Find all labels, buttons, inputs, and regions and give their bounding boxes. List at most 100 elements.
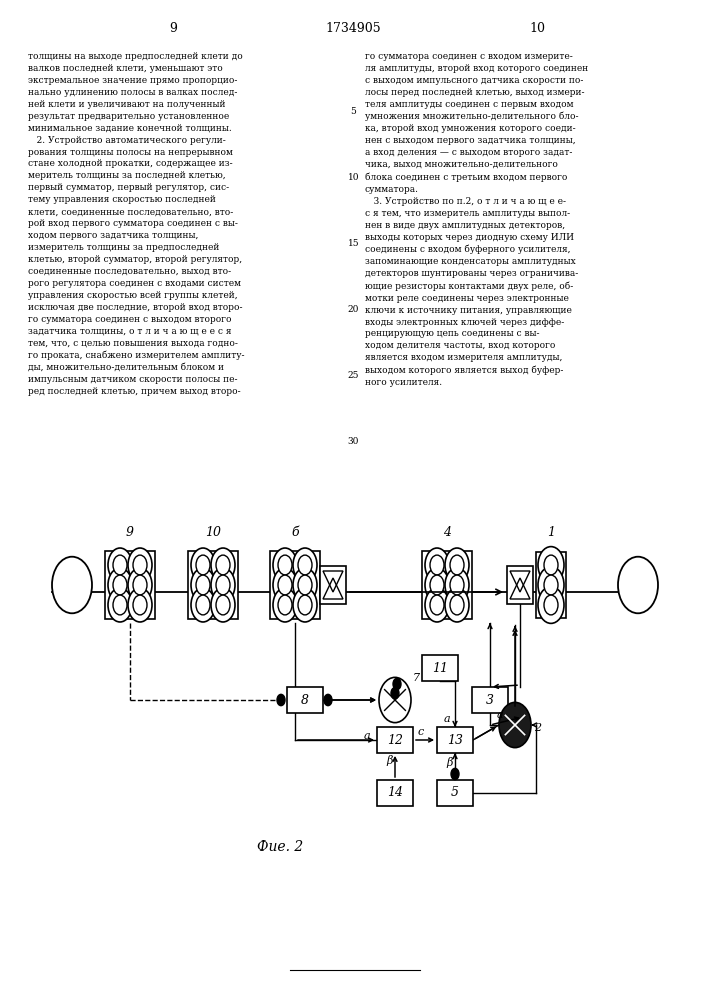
Circle shape [425, 548, 449, 582]
Text: 30: 30 [348, 438, 359, 446]
Bar [422, 551, 472, 619]
Bar [437, 727, 473, 753]
Circle shape [191, 568, 215, 602]
Circle shape [298, 555, 312, 575]
Text: Фие. 2: Фие. 2 [257, 840, 303, 854]
Text: a: a [497, 710, 503, 720]
Bar [377, 780, 413, 806]
Text: 9: 9 [169, 21, 177, 34]
Text: 1734905: 1734905 [326, 21, 381, 34]
Circle shape [52, 557, 92, 613]
Circle shape [108, 548, 132, 582]
Text: c: c [418, 727, 424, 737]
Bar [320, 566, 346, 604]
Circle shape [128, 568, 152, 602]
Bar [437, 780, 473, 806]
Circle shape [113, 575, 127, 595]
Circle shape [293, 568, 317, 602]
Circle shape [196, 575, 210, 595]
Text: 25: 25 [348, 371, 359, 380]
Text: a: a [363, 731, 370, 741]
Circle shape [450, 595, 464, 615]
Text: 4: 4 [443, 526, 451, 540]
Circle shape [450, 555, 464, 575]
Text: 5: 5 [451, 786, 459, 800]
Circle shape [191, 588, 215, 622]
Circle shape [425, 568, 449, 602]
Text: 20: 20 [348, 306, 359, 314]
Bar [270, 551, 320, 619]
Circle shape [425, 588, 449, 622]
Circle shape [113, 555, 127, 575]
Circle shape [133, 595, 147, 615]
Text: 10: 10 [205, 526, 221, 540]
Circle shape [430, 575, 444, 595]
Text: 14: 14 [387, 786, 403, 800]
Circle shape [108, 568, 132, 602]
Circle shape [196, 595, 210, 615]
Circle shape [538, 587, 564, 623]
Text: б: б [291, 526, 299, 540]
Text: 2: 2 [534, 723, 541, 733]
Text: 12: 12 [387, 734, 403, 746]
Circle shape [273, 588, 297, 622]
Circle shape [278, 595, 292, 615]
Circle shape [133, 575, 147, 595]
Circle shape [450, 575, 464, 595]
Circle shape [128, 548, 152, 582]
Circle shape [544, 575, 558, 595]
Circle shape [113, 595, 127, 615]
Circle shape [391, 688, 399, 699]
Circle shape [445, 548, 469, 582]
Circle shape [538, 567, 564, 603]
Bar [536, 552, 566, 618]
Circle shape [277, 694, 285, 706]
Circle shape [216, 575, 230, 595]
Circle shape [196, 555, 210, 575]
Circle shape [293, 588, 317, 622]
Text: го сумматора соединен с входом измерите-
ля амплитуды, второй вход которого соед: го сумматора соединен с входом измерите-… [365, 52, 588, 387]
Circle shape [278, 555, 292, 575]
Circle shape [293, 548, 317, 582]
Circle shape [216, 555, 230, 575]
Circle shape [324, 694, 332, 706]
Circle shape [108, 588, 132, 622]
Text: 3: 3 [486, 694, 494, 706]
Circle shape [298, 595, 312, 615]
Text: 8: 8 [301, 694, 309, 706]
Circle shape [211, 548, 235, 582]
Text: 15: 15 [348, 239, 359, 248]
Text: 11: 11 [432, 662, 448, 674]
Circle shape [445, 588, 469, 622]
Circle shape [133, 555, 147, 575]
Text: a: a [444, 714, 450, 724]
Circle shape [499, 702, 531, 748]
Text: 10: 10 [348, 174, 359, 182]
Circle shape [544, 555, 558, 575]
Bar [472, 687, 508, 713]
Circle shape [445, 568, 469, 602]
Text: β: β [447, 756, 453, 768]
Circle shape [273, 548, 297, 582]
Bar [188, 551, 238, 619]
Circle shape [216, 595, 230, 615]
Text: 10: 10 [530, 21, 545, 34]
Circle shape [298, 575, 312, 595]
Circle shape [278, 575, 292, 595]
Circle shape [211, 568, 235, 602]
Text: 13: 13 [447, 734, 463, 746]
Text: β: β [387, 756, 393, 766]
Bar [377, 727, 413, 753]
Circle shape [191, 548, 215, 582]
Bar [287, 687, 323, 713]
Circle shape [393, 678, 401, 690]
Circle shape [538, 547, 564, 583]
Bar [507, 566, 533, 604]
Text: 5: 5 [351, 107, 356, 116]
Circle shape [451, 768, 459, 780]
Circle shape [128, 588, 152, 622]
Text: 7: 7 [413, 673, 420, 683]
Circle shape [430, 595, 444, 615]
Circle shape [379, 677, 411, 723]
Text: 9: 9 [126, 526, 134, 540]
